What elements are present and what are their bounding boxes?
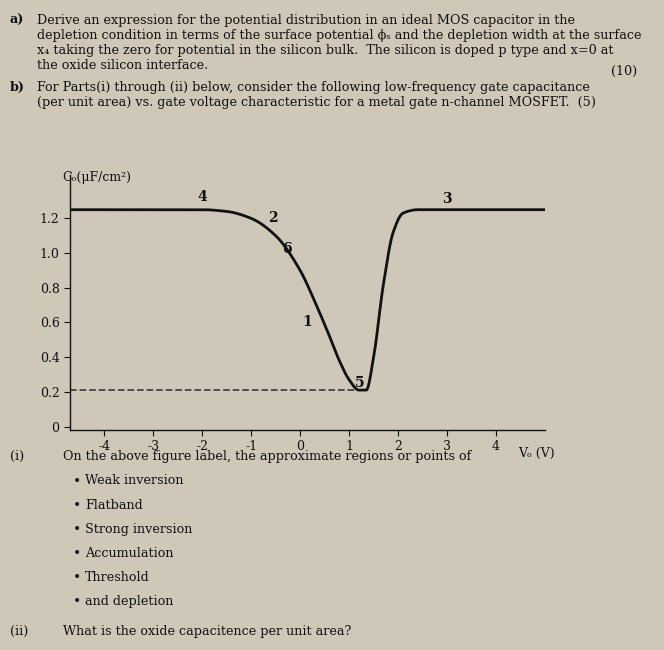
Text: On the above figure label, the approximate regions or points of: On the above figure label, the approxima…	[63, 450, 471, 463]
Text: Cₒ(μF/cm²): Cₒ(μF/cm²)	[62, 171, 131, 184]
Text: 2: 2	[268, 211, 278, 225]
Text: Vₒ (V): Vₒ (V)	[518, 447, 555, 460]
Text: •: •	[73, 523, 81, 537]
Text: the oxide silicon interface.: the oxide silicon interface.	[37, 59, 208, 72]
Text: 1: 1	[303, 315, 312, 329]
Text: (i): (i)	[10, 450, 24, 463]
Text: 3: 3	[442, 192, 452, 206]
Text: a): a)	[10, 14, 25, 27]
Text: (per unit area) vs. gate voltage characteristic for a metal gate n-channel MOSFE: (per unit area) vs. gate voltage charact…	[37, 96, 596, 109]
Text: and depletion: and depletion	[85, 595, 173, 608]
Text: •: •	[73, 474, 81, 489]
Text: b): b)	[10, 81, 25, 94]
Text: What is the oxide capacitence per unit area?: What is the oxide capacitence per unit a…	[63, 625, 351, 638]
Text: •: •	[73, 499, 81, 513]
Text: x₄ taking the zero for potential in the silicon bulk.  The silicon is doped p ty: x₄ taking the zero for potential in the …	[37, 44, 613, 57]
Text: Weak inversion: Weak inversion	[85, 474, 183, 488]
Text: 5: 5	[355, 376, 365, 389]
Text: (ii): (ii)	[10, 625, 29, 638]
Text: 4: 4	[197, 190, 207, 204]
Text: 6: 6	[282, 242, 291, 256]
Text: Accumulation: Accumulation	[85, 547, 173, 560]
Text: Threshold: Threshold	[85, 571, 150, 584]
Text: For Parts(i) through (ii) below, consider the following low-frequency gate capac: For Parts(i) through (ii) below, conside…	[37, 81, 590, 94]
Text: (10): (10)	[611, 65, 637, 78]
Text: Flatband: Flatband	[85, 499, 143, 512]
Text: •: •	[73, 547, 81, 561]
Text: •: •	[73, 571, 81, 585]
Text: Strong inversion: Strong inversion	[85, 523, 193, 536]
Text: Derive an expression for the potential distribution in an ideal MOS capacitor in: Derive an expression for the potential d…	[37, 14, 574, 27]
Text: •: •	[73, 595, 81, 609]
Text: depletion condition in terms of the surface potential ϕₛ and the depletion width: depletion condition in terms of the surf…	[37, 29, 641, 42]
